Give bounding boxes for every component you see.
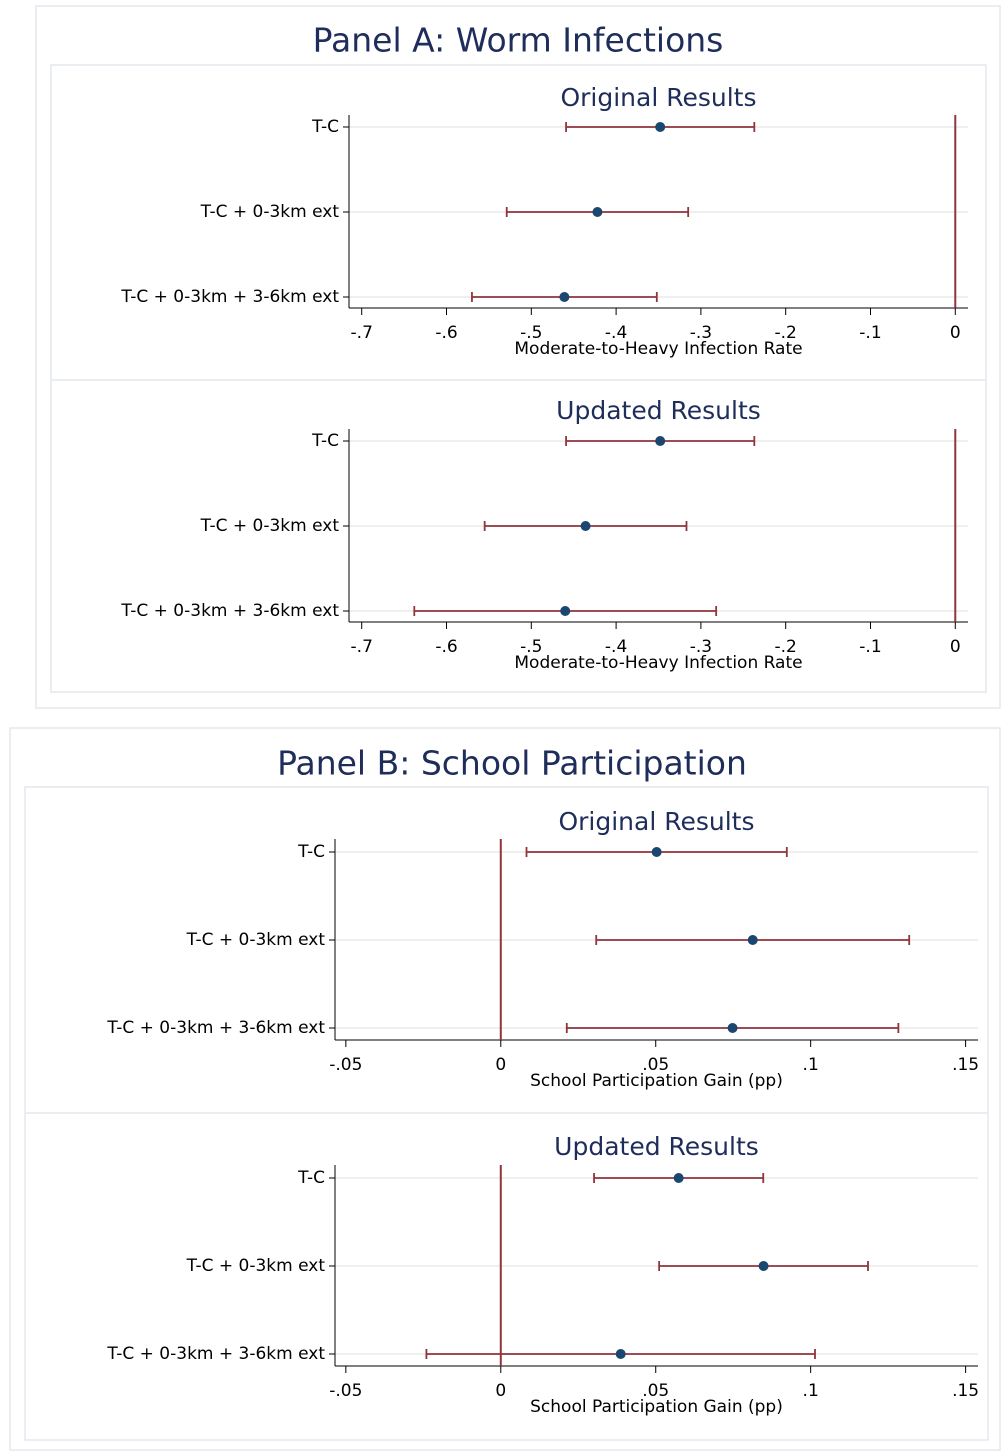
point (673, 1173, 684, 1183)
y-tick-label: T-C (311, 117, 339, 137)
point (592, 207, 603, 217)
x-axis-label: School Participation Gain (pp) (530, 1071, 783, 1091)
x-tick-label: .15 (952, 1055, 979, 1075)
x-tick-label: -.5 (520, 637, 542, 657)
x-axis-label: School Participation Gain (pp) (530, 1397, 783, 1417)
y-tick-label: T-C + 0-3km + 3-6km ext (120, 601, 339, 621)
panel-frame (35, 5, 1001, 709)
y-tick-label: T-C + 0-3km ext (200, 202, 340, 222)
x-tick-label: -.05 (329, 1055, 362, 1075)
point (655, 436, 666, 446)
x-tick-label: -.05 (329, 1381, 362, 1401)
y-tick-label: T-C (297, 842, 325, 862)
x-tick-label: 0 (495, 1381, 506, 1401)
x-axis-label: Moderate-to-Heavy Infection Rate (514, 653, 802, 673)
y-tick-label: T-C + 0-3km + 3-6km ext (106, 1344, 325, 1364)
point (758, 1261, 769, 1271)
panel-title: Panel B: School Participation (277, 744, 747, 783)
y-tick-label: T-C + 0-3km + 3-6km ext (106, 1018, 325, 1038)
x-tick-label: .05 (642, 1381, 669, 1401)
x-tick-label: -.6 (435, 323, 457, 343)
chart-title: Original Results (558, 807, 754, 836)
chart-title: Updated Results (556, 396, 761, 425)
x-tick-label: -.2 (775, 637, 797, 657)
point (727, 1023, 738, 1033)
x-tick-label: -.5 (520, 323, 542, 343)
point (560, 606, 571, 616)
x-tick-label: 0 (950, 637, 961, 657)
chart-title: Updated Results (554, 1132, 759, 1161)
point (580, 521, 591, 531)
point (651, 847, 662, 857)
x-tick-label: .15 (952, 1381, 979, 1401)
y-tick-label: T-C (311, 431, 339, 451)
point (559, 292, 570, 302)
x-tick-label: -.1 (859, 637, 881, 657)
x-tick-label: -.3 (690, 637, 712, 657)
x-tick-label: -.6 (435, 637, 457, 657)
point (615, 1349, 626, 1359)
point (747, 935, 758, 945)
x-tick-label: .1 (803, 1055, 819, 1075)
x-tick-label: 0 (495, 1055, 506, 1075)
panel-inner-frame (50, 64, 987, 693)
chart-title: Original Results (560, 83, 756, 112)
x-tick-label: -.2 (775, 323, 797, 343)
x-tick-label: -.3 (690, 323, 712, 343)
y-tick-label: T-C (297, 1168, 325, 1188)
panel-frame (9, 727, 1001, 1451)
x-tick-label: -.1 (859, 323, 881, 343)
x-tick-label: 0 (950, 323, 961, 343)
x-tick-label: .1 (803, 1381, 819, 1401)
x-tick-label: .05 (642, 1055, 669, 1075)
x-tick-label: -.7 (351, 323, 373, 343)
y-tick-label: T-C + 0-3km + 3-6km ext (120, 287, 339, 307)
point (655, 122, 666, 132)
panel-title: Panel A: Worm Infections (313, 21, 724, 60)
x-tick-label: -.4 (605, 323, 627, 343)
y-tick-label: T-C + 0-3km ext (186, 930, 326, 950)
x-tick-label: -.7 (351, 637, 373, 657)
x-axis-label: Moderate-to-Heavy Infection Rate (514, 339, 802, 359)
x-tick-label: -.4 (605, 637, 627, 657)
y-tick-label: T-C + 0-3km ext (200, 516, 340, 536)
y-tick-label: T-C + 0-3km ext (186, 1256, 326, 1276)
